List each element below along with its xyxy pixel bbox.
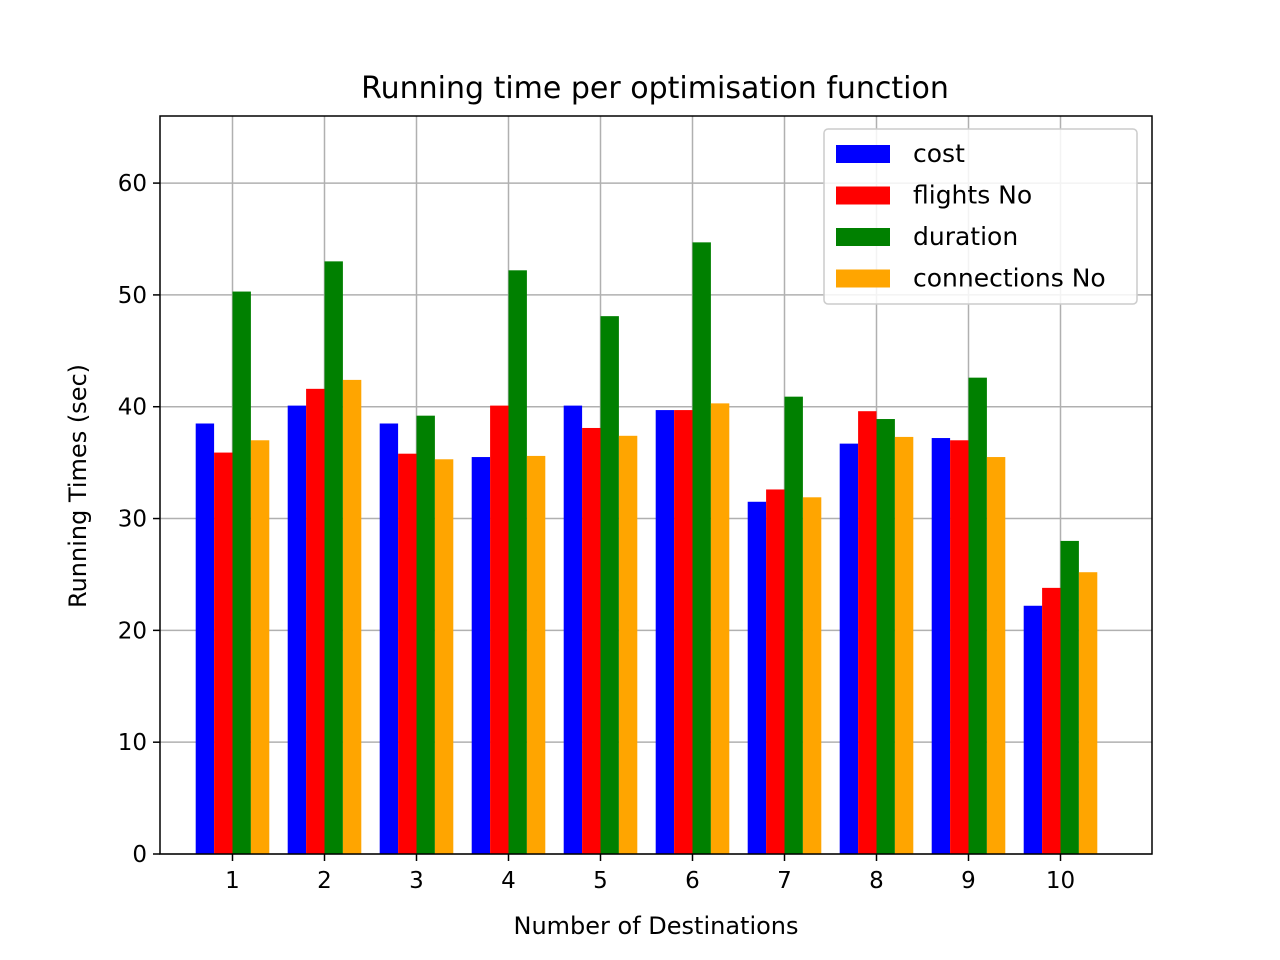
bar: [490, 405, 509, 854]
bar: [526, 455, 546, 854]
bar: [416, 415, 435, 854]
bar: [986, 457, 1006, 854]
bar: [600, 316, 619, 854]
bar: [747, 501, 767, 854]
legend-swatch: [836, 186, 890, 205]
legend-swatch: [836, 145, 890, 163]
bar: [342, 379, 362, 854]
x-tick-label: 2: [317, 868, 332, 894]
y-tick-label: 50: [118, 283, 147, 309]
bar: [876, 419, 895, 854]
plot-frame: [159, 115, 1153, 855]
x-tick-label: 9: [961, 868, 976, 894]
x-tick-label: 7: [777, 868, 792, 894]
chart-title: Running time per optimisation function: [361, 71, 949, 106]
bar: [287, 405, 307, 854]
legend: cost flights No duration connections No: [823, 128, 1138, 305]
bars: [195, 242, 1098, 854]
legend-label: cost: [913, 139, 965, 168]
y-tick-label: 30: [118, 507, 147, 533]
x-tick-label: 10: [1046, 868, 1075, 894]
x-tick-label: 5: [593, 868, 608, 894]
bar: [582, 427, 601, 854]
bar: [398, 453, 417, 854]
bar: [858, 411, 877, 854]
y-axis-label: Running Times (sec): [64, 364, 92, 608]
bar: [1078, 572, 1098, 854]
legend-box: [823, 128, 1138, 305]
bar: [674, 410, 693, 854]
x-tick-label: 4: [501, 868, 516, 894]
bar: [508, 270, 527, 854]
legend-swatch: [836, 269, 890, 288]
bar: [931, 438, 951, 854]
bar: [324, 261, 343, 854]
legend-label: flights No: [913, 181, 1032, 210]
legend-label: duration: [913, 222, 1018, 251]
bar: [692, 242, 711, 854]
bar: [250, 440, 270, 854]
bar: [1042, 587, 1061, 854]
bar: [784, 396, 803, 854]
y-tick-label: 40: [118, 395, 147, 421]
x-tick-label: 1: [225, 868, 240, 894]
bar: [1023, 605, 1043, 854]
bar: [563, 405, 583, 854]
x-tick-label: 6: [685, 868, 700, 894]
bar: [839, 443, 859, 854]
bar: [618, 435, 638, 854]
bar: [710, 403, 730, 854]
x-tick-label: 8: [869, 868, 884, 894]
bar: [195, 423, 215, 854]
y-tick-label: 0: [132, 842, 147, 868]
bar: [950, 440, 969, 854]
bar: [434, 459, 454, 854]
bar: [1060, 540, 1079, 854]
bar: [802, 497, 822, 854]
bar: [766, 489, 785, 854]
x-axis-label: Number of Destinations: [513, 912, 798, 940]
bar: [968, 377, 987, 854]
legend-swatch: [836, 228, 890, 246]
x-tick-label: 3: [409, 868, 424, 894]
bar: [655, 410, 675, 854]
legend-label: connections No: [913, 264, 1106, 293]
bar: [306, 388, 325, 854]
bar: [379, 423, 399, 854]
axis-ticks: 0 10 20 30 40 50 60 1 2 3 4 5 6 7 8 9 10: [118, 171, 1075, 894]
y-tick-label: 20: [118, 618, 147, 644]
bar: [232, 291, 251, 854]
bar: [214, 452, 233, 854]
bar: [894, 436, 914, 854]
y-tick-label: 60: [118, 171, 147, 197]
bar: [471, 457, 491, 854]
y-tick-label: 10: [118, 730, 147, 756]
